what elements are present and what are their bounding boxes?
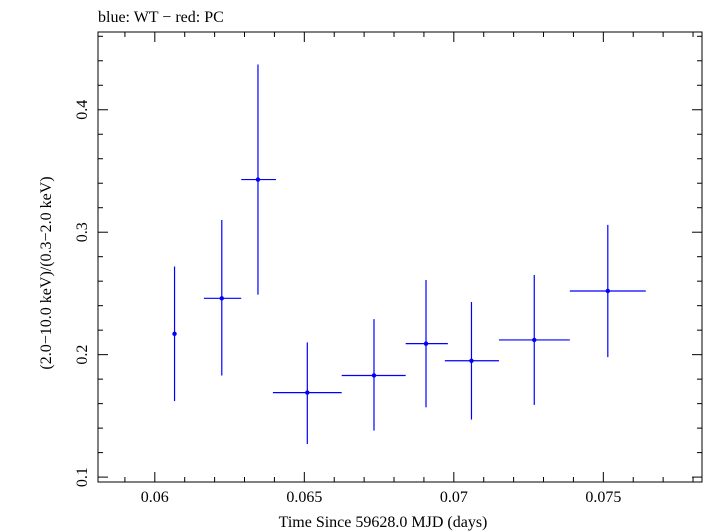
chart-title: blue: WT − red: PC [98, 9, 224, 26]
data-point [241, 64, 276, 295]
point-marker [423, 341, 429, 346]
y-axis-label: (2.0−10.0 keV)/(0.3−2.0 keV) [38, 176, 55, 369]
data-point [172, 266, 177, 402]
point-marker [172, 331, 177, 337]
data-point [405, 279, 448, 408]
y-tick-label: 0.4 [74, 100, 91, 120]
plot-frame [97, 31, 703, 483]
data-point [203, 219, 242, 376]
tick-labels: 0.06 0.065 0.07 0.075 0.1 0.2 0.3 0.4 [74, 100, 621, 506]
x-tick-label: 0.065 [286, 489, 322, 506]
point-marker [255, 177, 261, 182]
point-marker [469, 358, 474, 363]
point-marker [371, 373, 377, 378]
data-point [498, 275, 570, 405]
axis-ticks [98, 32, 702, 482]
data-series [172, 64, 646, 445]
y-tick-label: 0.2 [74, 345, 91, 365]
y-tick-label: 0.1 [74, 467, 91, 487]
x-axis-label: Time Since 59628.0 MJD (days) [279, 514, 488, 531]
data-point [444, 302, 499, 420]
y-tick-label: 0.3 [74, 222, 91, 242]
x-tick-label: 0.07 [440, 489, 468, 506]
data-point [341, 319, 406, 431]
point-marker [605, 288, 611, 294]
point-marker [219, 296, 224, 301]
point-marker [532, 337, 537, 343]
point-marker [305, 390, 310, 395]
x-tick-label: 0.075 [585, 489, 621, 506]
x-tick-label: 0.06 [141, 489, 169, 506]
data-point [569, 224, 646, 358]
data-point [272, 342, 342, 445]
